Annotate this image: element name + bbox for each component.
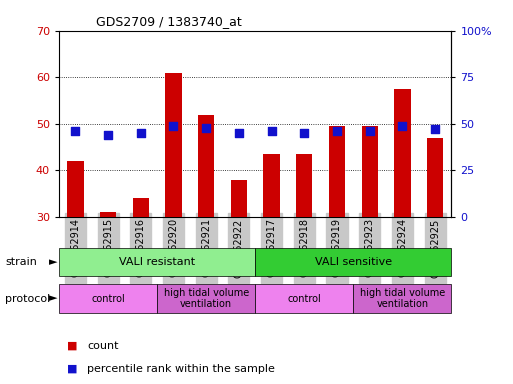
- Point: [136, 130, 145, 136]
- Bar: [100, 212, 116, 217]
- Text: high tidal volume
ventilation: high tidal volume ventilation: [360, 288, 445, 310]
- Text: ►: ►: [49, 293, 57, 304]
- Point: [398, 122, 406, 129]
- Bar: [132, 199, 149, 217]
- Point: [71, 128, 80, 134]
- Point: [169, 122, 177, 129]
- Bar: [394, 89, 410, 217]
- Point: [104, 132, 112, 138]
- Point: [366, 128, 374, 134]
- Text: GDS2709 / 1383740_at: GDS2709 / 1383740_at: [96, 15, 242, 28]
- Bar: [198, 114, 214, 217]
- Bar: [231, 180, 247, 217]
- Text: strain: strain: [5, 257, 37, 267]
- Text: ■: ■: [67, 341, 77, 351]
- Bar: [165, 73, 182, 217]
- Text: VALI resistant: VALI resistant: [119, 257, 195, 267]
- Point: [431, 126, 439, 132]
- Text: control: control: [91, 293, 125, 304]
- Text: ►: ►: [49, 257, 57, 267]
- Text: protocol: protocol: [5, 293, 50, 304]
- Bar: [296, 154, 312, 217]
- Point: [202, 124, 210, 131]
- Bar: [329, 126, 345, 217]
- Bar: [362, 126, 378, 217]
- Text: VALI sensitive: VALI sensitive: [315, 257, 392, 267]
- Text: percentile rank within the sample: percentile rank within the sample: [87, 364, 275, 374]
- Text: high tidal volume
ventilation: high tidal volume ventilation: [164, 288, 249, 310]
- Point: [267, 128, 275, 134]
- Bar: [427, 138, 443, 217]
- Point: [333, 128, 341, 134]
- Point: [300, 130, 308, 136]
- Bar: [67, 161, 84, 217]
- Point: [235, 130, 243, 136]
- Text: control: control: [287, 293, 321, 304]
- Text: ■: ■: [67, 364, 77, 374]
- Bar: [263, 154, 280, 217]
- Text: count: count: [87, 341, 119, 351]
